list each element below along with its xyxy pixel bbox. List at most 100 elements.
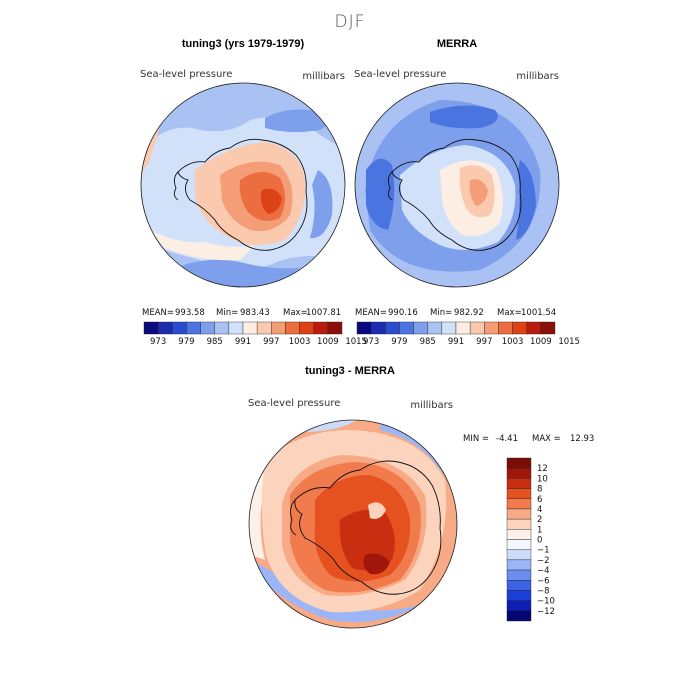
field-blob-top-dark — [265, 109, 328, 133]
colorbar-swatch — [455, 321, 471, 335]
panel-left-max-value: 1007.81 — [306, 308, 341, 318]
field-low-right — [516, 160, 536, 240]
colorbar-swatch — [413, 321, 428, 335]
panel-difference-min-label: MIN = — [463, 434, 489, 444]
colorbar-swatch — [506, 498, 532, 510]
colorbar-tick-label: 1015 — [345, 337, 367, 347]
panel-left-mean-label: MEAN= — [142, 308, 174, 318]
colorbar-swatch — [506, 518, 532, 530]
colorbar-swatch — [506, 478, 532, 489]
colorbar-tick-label: 4 — [537, 505, 542, 515]
colorbar-swatch — [469, 321, 485, 335]
panel-left-map-border — [140, 82, 346, 288]
panel-difference: tuning3 - MERRA Sea-level pressure milli… — [248, 365, 594, 629]
field-high-4 — [260, 188, 282, 214]
panel-right-mean-label: MEAN= — [355, 308, 387, 318]
colorbar-tick-label: 6 — [537, 495, 542, 505]
figure-title: DJF — [335, 12, 366, 32]
panel-left-min-value: 983.43 — [240, 308, 270, 318]
colorbar-tick-label: 979 — [178, 337, 194, 347]
colorbar-swatch — [506, 590, 532, 601]
colorbar-tick-label: 991 — [235, 337, 251, 347]
panel-left-variable-label: Sea-level pressure — [140, 69, 232, 80]
colorbar-tick-label: 997 — [263, 337, 279, 347]
colorbar-tick-label: 985 — [420, 337, 436, 347]
field-warm-edge-2 — [150, 230, 255, 261]
colorbar-swatch — [506, 529, 532, 540]
colorbar-tick-label: −6 — [537, 576, 550, 586]
colorbar-swatch — [498, 321, 513, 335]
panel-right-title: MERRA — [437, 38, 477, 50]
colorbar-swatch — [356, 321, 372, 335]
colorbar-swatch — [186, 321, 201, 335]
colorbar-swatch — [200, 321, 215, 335]
colorbar-swatch — [506, 569, 532, 581]
colorbar-swatch — [157, 321, 173, 335]
panel-right-mean-value: 990.16 — [388, 308, 418, 318]
colorbar-tick-label: −4 — [537, 566, 550, 576]
antarctica-coastline — [391, 138, 522, 251]
colorbar-swatch — [327, 321, 343, 335]
panel-difference-map-border — [248, 419, 458, 629]
colorbar-tick-label: −12 — [537, 607, 555, 617]
antarctic-peninsula — [290, 499, 297, 536]
colorbar-swatch — [506, 457, 532, 469]
colorbar-swatch — [271, 321, 286, 335]
colorbar-tick-label: 1015 — [558, 337, 580, 347]
antarctica-coastline — [177, 138, 308, 251]
panel-right: MERRA Sea-level pressure millibars MEAN=… — [354, 38, 580, 347]
panel-left-title: tuning3 (yrs 1979-1979) — [182, 38, 305, 50]
colorbar-swatch — [506, 539, 532, 550]
field-mid-4 — [469, 179, 488, 206]
colorbar-swatch — [370, 321, 386, 335]
panel-left-mean-value: 993.58 — [175, 308, 205, 318]
colorbar-tick-label: 1 — [537, 525, 542, 535]
panel-right-colorbar: 973 979 985 991 997 1003 1009 1015 — [356, 321, 580, 347]
field-cool-spot — [368, 502, 386, 519]
colorbar-swatch — [506, 508, 532, 520]
colorbar-swatch — [214, 321, 230, 335]
colorbar-swatch — [506, 559, 532, 571]
colorbar-swatch — [143, 321, 159, 335]
panel-left-units-label: millibars — [302, 71, 345, 82]
panel-right-units-label: millibars — [516, 71, 559, 82]
panel-right-map-border — [354, 82, 560, 288]
colorbar-swatch — [506, 488, 532, 499]
panel-left-max-label: Max= — [283, 308, 308, 318]
panel-difference-variable-label: Sea-level pressure — [248, 398, 340, 409]
colorbar-tick-label: −10 — [537, 597, 555, 607]
colorbar-swatch — [540, 321, 556, 335]
panel-right-min-value: 982.92 — [454, 308, 484, 318]
colorbar-swatch — [506, 467, 532, 479]
colorbar-tick-label: 1009 — [530, 337, 552, 347]
colorbar-tick-label: 8 — [537, 485, 542, 495]
colorbar-tick-label: 2 — [537, 515, 542, 525]
colorbar-tick-label: 973 — [150, 337, 166, 347]
colorbar-swatch — [506, 610, 532, 622]
colorbar-tick-label: 979 — [391, 337, 407, 347]
colorbar-swatch — [526, 321, 542, 335]
colorbar-swatch — [228, 321, 244, 335]
panel-right-map — [355, 83, 559, 287]
colorbar-swatch — [484, 321, 499, 335]
colorbar-swatch — [506, 549, 532, 561]
colorbar-swatch — [512, 321, 527, 335]
panel-left-min-label: Min= — [216, 308, 238, 318]
colorbar-tick-label: 12 — [537, 464, 548, 474]
panel-right-max-value: 1001.54 — [521, 308, 556, 318]
colorbar-tick-label: 985 — [207, 337, 223, 347]
field-negative-edge-right — [380, 420, 457, 500]
panel-right-variable-label: Sea-level pressure — [354, 69, 446, 80]
colorbar-swatch — [313, 321, 329, 335]
panel-difference-min-value: -4.41 — [496, 434, 518, 444]
field-low-left — [366, 158, 395, 230]
antarctic-peninsula — [387, 171, 393, 201]
colorbar-swatch — [256, 321, 272, 335]
colorbar-swatch — [172, 321, 187, 335]
field-blob-right-dark — [310, 170, 333, 239]
field-warm-4 — [363, 553, 390, 575]
colorbar-swatch — [299, 321, 314, 335]
panel-right-min-label: Min= — [430, 308, 452, 318]
colorbar-swatch — [385, 321, 400, 335]
